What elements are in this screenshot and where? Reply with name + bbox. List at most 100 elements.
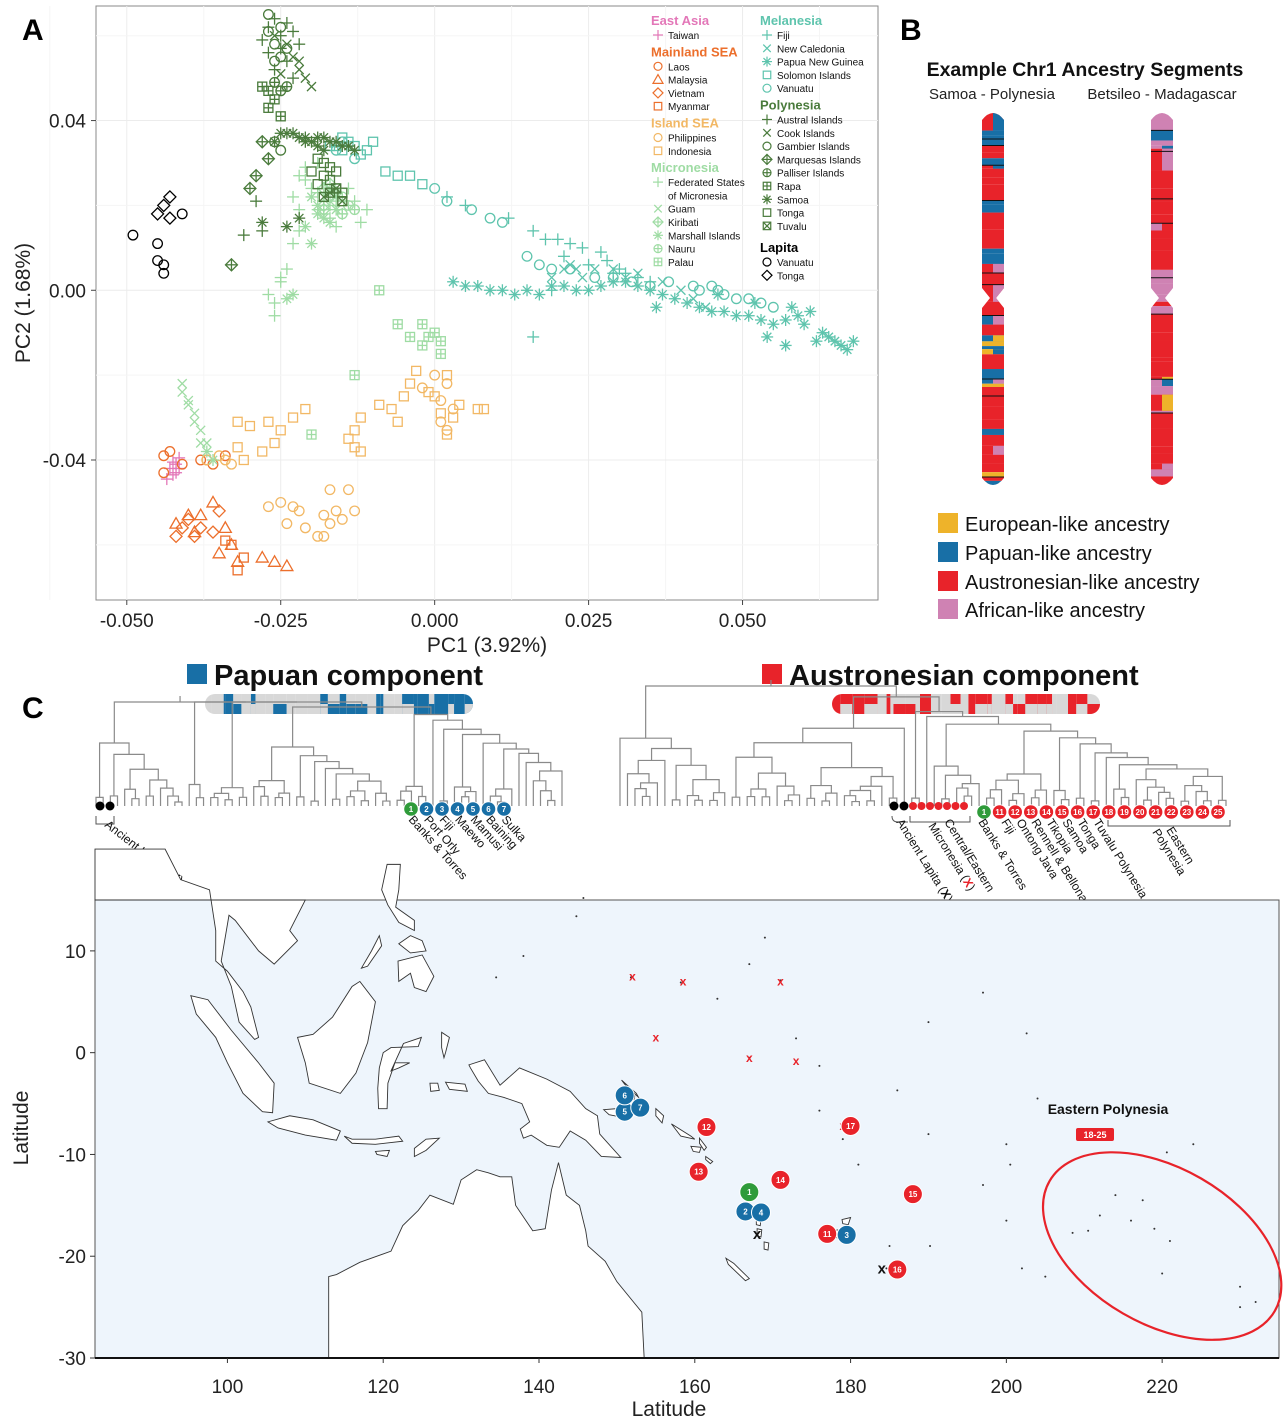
tree-node-circle <box>1179 804 1195 820</box>
tree-branch <box>532 780 547 806</box>
pca-point <box>305 190 318 203</box>
pca-point <box>607 272 619 283</box>
tree-node-number: 11 <box>995 808 1004 817</box>
pca-point <box>189 416 200 427</box>
pca-point <box>360 203 373 216</box>
tree-branch <box>495 788 513 806</box>
pca-point <box>279 558 295 572</box>
austronesian-tip-label: Tuvalu Polynesia <box>1090 816 1150 901</box>
chr-segment <box>993 113 1004 131</box>
tree-branch <box>396 799 405 806</box>
pca-point <box>330 183 342 194</box>
small-island <box>679 981 682 984</box>
small-island <box>1087 1229 1090 1232</box>
tree-node-number: 16 <box>1073 808 1082 817</box>
tree-node-circle <box>480 801 497 817</box>
pca-point <box>226 458 237 470</box>
chr-segment <box>982 168 1004 178</box>
tree-node-circle <box>991 804 1008 820</box>
pca-point <box>280 220 293 233</box>
pca-point <box>152 238 164 250</box>
small-island <box>818 1109 821 1112</box>
legend-marker <box>653 146 663 156</box>
pca-point <box>324 174 336 186</box>
tree-branch <box>753 742 853 768</box>
small-island <box>629 976 632 979</box>
chr-segment <box>1151 250 1173 270</box>
tree-branch <box>1094 752 1128 801</box>
component-bar-segment <box>225 694 234 714</box>
panel-a-letter: A <box>22 14 44 47</box>
tree-branch <box>195 797 205 806</box>
tree-branch <box>331 798 341 806</box>
pca-point <box>212 503 227 518</box>
tree-node-number: 25 <box>1214 808 1223 817</box>
pca-point <box>349 505 361 517</box>
tree-branch <box>1146 786 1165 801</box>
tree-branch <box>167 795 180 806</box>
legend-group-title: Lapita <box>760 240 799 255</box>
map-x-label: Latitude <box>632 1398 707 1421</box>
tree-node-circle <box>1101 804 1117 820</box>
pca-point <box>156 198 171 213</box>
pca-point <box>435 416 447 428</box>
legend-marker <box>653 230 663 241</box>
papuan-site-marker-number: 6 <box>622 1091 627 1100</box>
tree-branch <box>174 801 183 806</box>
tree-branch <box>1034 789 1048 806</box>
small-island <box>1005 1219 1008 1222</box>
pca-point <box>435 408 446 419</box>
micronesia-x-marker: x <box>629 969 636 983</box>
pca-point <box>730 309 743 322</box>
tree-branch <box>926 715 1000 806</box>
tree-branch <box>989 789 1003 806</box>
chr-segment <box>982 383 1004 387</box>
chr-segment <box>1151 201 1173 215</box>
chr-segment <box>993 165 1004 169</box>
chr-segment <box>1151 412 1173 429</box>
small-island <box>982 1183 984 1186</box>
pca-point <box>158 467 170 479</box>
pca-point <box>162 190 177 204</box>
legend-item-label: Tonga <box>777 209 805 220</box>
chr-segment <box>993 335 1004 342</box>
legend-label-austronesian: Austronesian-like ancestry <box>965 572 1200 594</box>
pca-point <box>324 484 336 496</box>
chr-segment <box>982 158 1004 166</box>
pca-point <box>269 76 281 88</box>
tree-branch <box>360 800 370 806</box>
pca-point <box>545 280 558 293</box>
chr-segment <box>1151 130 1173 141</box>
tree-branch <box>914 710 964 799</box>
chr-segment <box>993 341 1004 347</box>
tree-branch <box>712 792 726 806</box>
component-bar-segment <box>960 694 969 714</box>
new-guinea-land <box>468 1059 622 1159</box>
small-island <box>1165 1151 1168 1154</box>
pca-point <box>791 309 804 322</box>
chr-segment <box>982 135 1004 139</box>
chr-segment <box>1151 306 1173 315</box>
pca-point <box>330 166 342 177</box>
pca-point <box>269 30 280 41</box>
chr-segment <box>982 454 1004 464</box>
pca-point <box>187 529 202 544</box>
pca-point <box>835 339 848 352</box>
pca-point <box>656 288 669 301</box>
pca-point <box>305 237 318 250</box>
chr-segment <box>1151 301 1173 307</box>
chr-segment <box>1162 376 1173 380</box>
vanuatu-island <box>756 1228 763 1238</box>
pca-point <box>280 292 293 305</box>
pca-point <box>200 445 213 458</box>
map-axes: Latitude Latitude 100 120 140 160 180 200 2201… <box>10 942 1279 1421</box>
pca-point <box>160 473 173 486</box>
seram-land <box>444 1081 468 1092</box>
tree-branch <box>776 785 795 806</box>
chr-segment <box>982 272 1004 285</box>
pca-point <box>755 297 767 309</box>
eastern-polynesia-ellipse <box>1041 1151 1283 1341</box>
tree-branch <box>1192 775 1223 801</box>
component-bar-segment <box>434 694 449 714</box>
pca-point <box>380 166 391 177</box>
